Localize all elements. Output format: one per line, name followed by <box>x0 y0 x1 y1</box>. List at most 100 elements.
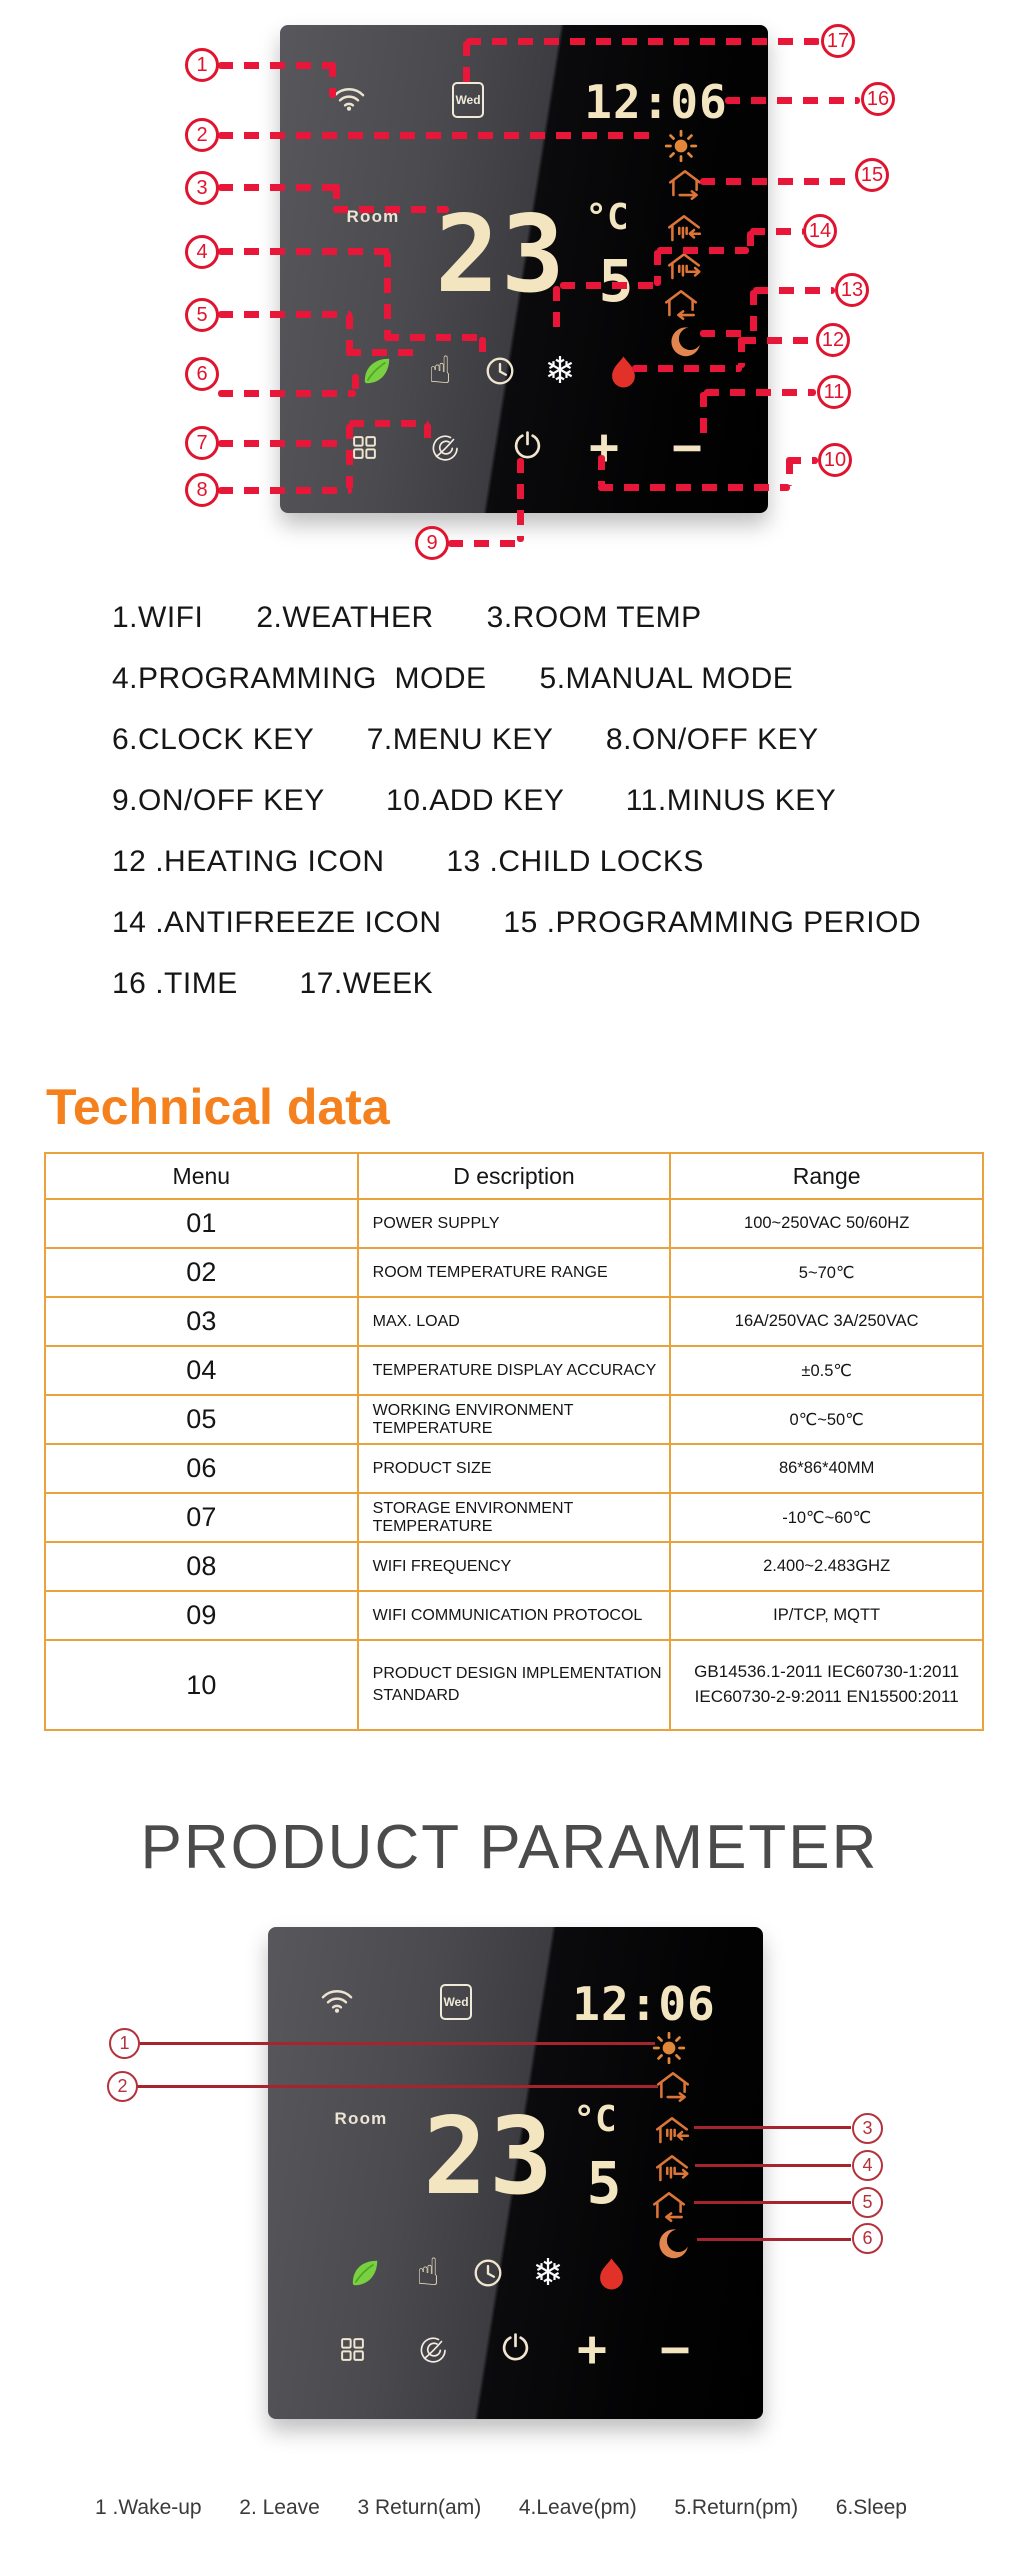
legend-line: 16 .TIME 17.WEEK <box>112 967 434 1000</box>
callout-line <box>560 282 656 289</box>
callout-6: 6 <box>185 357 219 391</box>
callout-line <box>738 337 745 368</box>
cell-range: 86*86*40MM <box>669 1443 984 1494</box>
temp-unit: °C <box>573 2099 617 2140</box>
technical-data-heading: Technical data <box>46 1079 390 1135</box>
callout-line <box>741 337 817 344</box>
leaf-eco-icon <box>348 2256 382 2290</box>
cell-range: 0℃~50℃ <box>669 1394 984 1445</box>
cell-menu: 08 <box>44 1541 359 1592</box>
callout-line <box>786 459 793 486</box>
callout-line <box>463 41 470 87</box>
moon-sleep-icon <box>655 2227 690 2262</box>
cell-menu: 10 <box>44 1639 359 1731</box>
clock-key-icon <box>484 355 516 387</box>
callout-5: 5 <box>185 298 219 332</box>
house-return-am-icon <box>665 212 703 247</box>
callout-line <box>700 330 752 337</box>
param-callout-5: 5 <box>852 2187 883 2218</box>
wifi-icon <box>319 1985 355 2015</box>
sun-wakeup-icon <box>650 2029 688 2067</box>
callout-line <box>218 311 352 318</box>
callout-line <box>753 287 835 294</box>
week-badge: Wed <box>440 1984 472 2020</box>
callout-line <box>218 248 390 255</box>
callout-line <box>517 458 524 542</box>
callout-line <box>346 314 353 354</box>
house-leave-icon <box>666 167 704 202</box>
callout-line <box>694 2126 851 2129</box>
thermostat-front-parameter: Wed 12:06 Room 23 °C 5 ☝ ❄ + − <box>268 1927 763 2419</box>
callout-line <box>598 484 790 491</box>
cell-description-text: PRODUCT DESIGN IMPLEMENTATION STANDARD <box>372 1664 662 1704</box>
onoff-wave-key-icon <box>418 2335 448 2365</box>
temp-decimal: 5 <box>598 247 634 315</box>
legend-line: 12 .HEATING ICON 13 .CHILD LOCKS <box>112 845 704 878</box>
hand-manual-mode-icon: ☝ <box>416 2250 440 2294</box>
legend-line: 4.PROGRAMMING MODE 5.MANUAL MODE <box>112 662 794 695</box>
time-display: 12:06 <box>572 1977 716 2031</box>
cell-menu: 06 <box>44 1443 359 1494</box>
cell-description: WIFI FREQUENCY <box>356 1541 672 1592</box>
add-key: + <box>576 2320 608 2378</box>
callout-line <box>632 365 742 372</box>
cell-menu: 01 <box>44 1198 359 1249</box>
table-row: 08 WIFI FREQUENCY 2.400~2.483GHZ <box>44 1541 984 1592</box>
table-row: 06 PRODUCT SIZE 86*86*40MM <box>44 1443 984 1494</box>
table-header-row: Menu D escription Range <box>44 1152 984 1200</box>
callout-line <box>448 540 520 547</box>
param-callout-4: 4 <box>852 2150 883 2181</box>
cell-range: GB14536.1-2011 IEC60730-1:2011 IEC60730-… <box>669 1639 984 1731</box>
house-leave-pm-icon <box>653 2152 691 2187</box>
callout-7: 7 <box>185 426 219 460</box>
callout-line <box>136 2085 658 2088</box>
callout-line <box>218 390 356 397</box>
house-leave-pm-icon <box>665 250 703 285</box>
callout-12: 12 <box>816 323 850 357</box>
callout-line <box>750 228 804 235</box>
hand-manual-mode-icon: ☝ <box>428 348 452 392</box>
flame-heating-icon <box>596 2256 627 2292</box>
callout-11: 11 <box>817 375 851 409</box>
param-callout-2: 2 <box>107 2071 138 2102</box>
sun-weather-icon <box>662 127 700 165</box>
menu-key-icon <box>351 434 378 461</box>
week-badge: Wed <box>452 82 484 118</box>
wifi-icon <box>331 83 367 113</box>
callout-17: 17 <box>821 24 855 58</box>
cell-range: ±0.5℃ <box>669 1345 984 1396</box>
minus-key: − <box>671 418 703 476</box>
callout-line <box>700 392 707 438</box>
cell-description: STORAGE ENVIRONMENT TEMPERATURE <box>356 1492 672 1543</box>
callout-14: 14 <box>803 214 837 248</box>
callout-line <box>750 290 757 334</box>
cell-range: 5~70℃ <box>669 1247 984 1298</box>
minus-key: − <box>659 2320 691 2378</box>
param-callout-1: 1 <box>109 2028 140 2059</box>
callout-line <box>695 2164 851 2167</box>
onoff-wave-key-icon <box>430 433 460 463</box>
legend-item: 6.Sleep <box>835 2496 907 2519</box>
callout-line <box>139 2042 655 2045</box>
cell-menu: 03 <box>44 1296 359 1347</box>
callout-4: 4 <box>185 235 219 269</box>
cell-menu: 09 <box>44 1590 359 1641</box>
week-label: Wed <box>443 1995 469 2009</box>
callout-line <box>346 424 353 489</box>
cell-menu: 05 <box>44 1394 359 1445</box>
legend-line: 6.CLOCK KEY 7.MENU KEY 8.ON/OFF KEY <box>112 723 819 756</box>
callout-line <box>424 423 431 441</box>
cell-description: ROOM TEMPERATURE RANGE <box>356 1247 672 1298</box>
table-row: 10 PRODUCT DESIGN IMPLEMENTATION STANDAR… <box>44 1639 984 1731</box>
cell-menu: 02 <box>44 1247 359 1298</box>
cell-range: 2.400~2.483GHZ <box>669 1541 984 1592</box>
menu-key-icon <box>339 2336 366 2363</box>
callout-line <box>384 334 486 341</box>
callout-line <box>553 286 560 330</box>
cell-description: WIFI COMMUNICATION PROTOCOL <box>356 1590 672 1641</box>
room-temp-value: 23 <box>423 2095 555 2218</box>
leaf-eco-icon <box>360 354 394 388</box>
room-temp-value: 23 <box>435 193 567 316</box>
legend-line: 14 .ANTIFREEZE ICON 15 .PROGRAMMING PERI… <box>112 906 922 939</box>
